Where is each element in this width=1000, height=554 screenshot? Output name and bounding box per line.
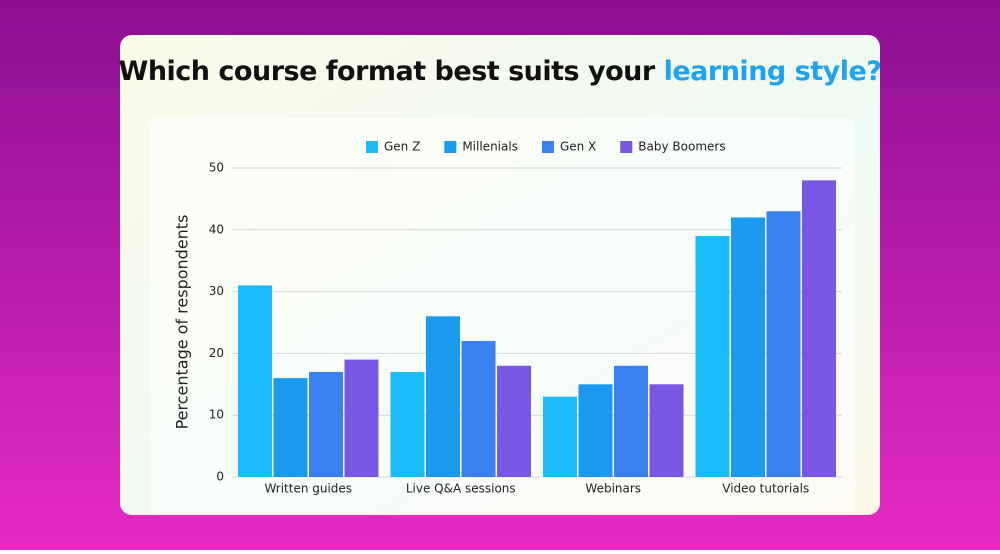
bar <box>309 371 343 477</box>
y-tick-label: 0 <box>216 470 224 484</box>
y-tick-label: 50 <box>209 161 224 175</box>
bar <box>614 365 648 477</box>
legend-label: Baby Boomers <box>638 140 725 154</box>
x-tick-label: Written guides <box>264 482 352 496</box>
bar <box>578 384 613 477</box>
chart-title: Which course format best suits your lear… <box>119 56 882 87</box>
x-tick-label: Live Q&A sessions <box>406 482 516 496</box>
legend-swatch <box>444 141 457 153</box>
title-main: Which course format best suits your <box>119 56 656 87</box>
bar <box>649 384 684 477</box>
y-tick-label: 10 <box>209 408 224 422</box>
y-tick-label: 40 <box>209 222 224 236</box>
bar <box>238 285 272 477</box>
legend-label: Millenials <box>462 140 518 154</box>
legend-swatch <box>620 141 633 153</box>
bar <box>390 371 425 477</box>
legend-swatch <box>366 141 378 153</box>
title-highlight: learning style? <box>664 56 882 87</box>
y-tick-label: 20 <box>209 346 224 360</box>
y-tick-label: 30 <box>209 284 224 298</box>
legend-swatch <box>541 141 554 153</box>
legend-label: Gen Z <box>384 140 420 154</box>
x-tick-label: Webinars <box>585 482 641 496</box>
bar <box>731 217 765 477</box>
bar <box>426 316 460 477</box>
bar <box>273 378 308 477</box>
bar <box>766 211 801 477</box>
bar <box>461 341 496 477</box>
bar <box>497 365 531 477</box>
bar <box>344 359 379 477</box>
bar <box>543 396 577 477</box>
x-tick-label: Video tutorials <box>722 482 809 496</box>
bar <box>802 180 836 478</box>
bar <box>695 235 730 477</box>
legend-label: Gen X <box>560 140 596 154</box>
y-axis-label: Percentage of respondents <box>173 215 192 430</box>
